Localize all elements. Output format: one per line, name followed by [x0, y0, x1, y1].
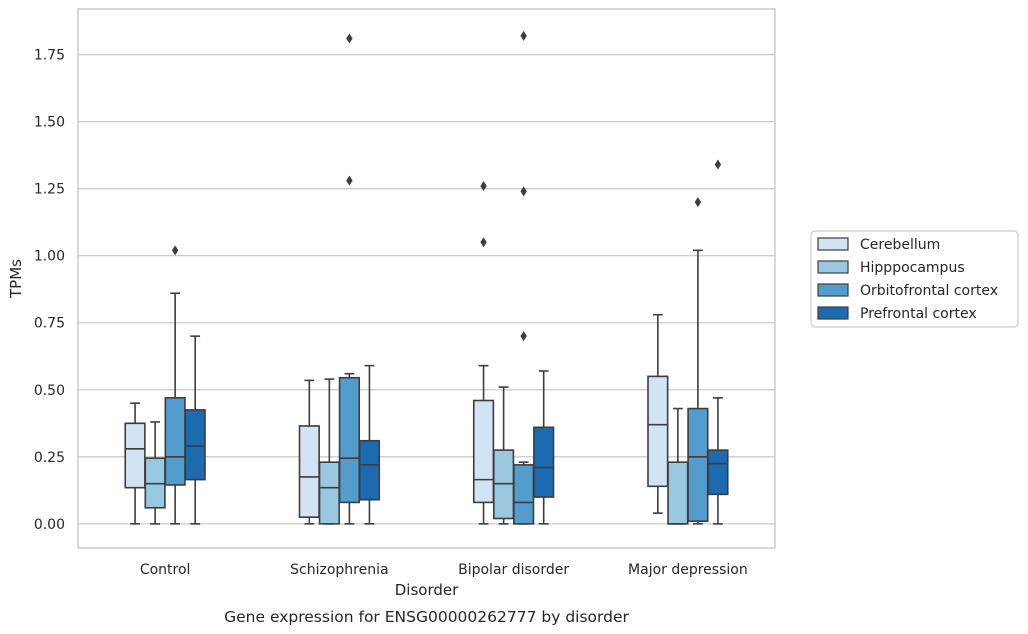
outlier-point [520, 30, 527, 41]
legend-frame [810, 230, 1019, 328]
x-tick-label: Control [140, 562, 191, 578]
plot-frame [77, 8, 776, 549]
box-prefrontal-cortex [358, 364, 381, 525]
box-orbitofrontal-cortex [513, 30, 535, 525]
box-iqr [184, 409, 206, 481]
box-iqr [338, 376, 361, 504]
legend-label: Cerebellum [860, 237, 940, 253]
y-tick-label: 0.50 [34, 383, 65, 399]
y-tick-label: 1.25 [34, 182, 65, 198]
outlier-point [714, 159, 722, 170]
box-iqr [358, 439, 381, 501]
legend-swatch [817, 283, 849, 297]
x-tick-label: Schizophrenia [290, 562, 388, 578]
outlier-point [520, 186, 527, 197]
x-tick-label: Major depression [628, 562, 748, 578]
outlier-point [520, 331, 527, 342]
legend-swatch [817, 306, 849, 320]
y-tick-label: 0.75 [34, 316, 65, 332]
box-iqr [513, 464, 535, 525]
chart-caption: Gene expression for ENSG00000262777 by d… [224, 608, 629, 626]
y-tick-label: 0.25 [34, 450, 65, 466]
x-axis-label: Disorder [395, 581, 459, 599]
legend-label: Prefrontal cortex [860, 306, 977, 322]
outlier-point [480, 180, 487, 191]
y-axis-label: TPMs [7, 259, 25, 299]
y-tick-label: 1.00 [34, 249, 65, 265]
box-iqr [647, 375, 669, 488]
box-hipppocampus [492, 386, 515, 525]
box-hipppocampus [318, 378, 340, 525]
box-iqr [707, 449, 729, 496]
outlier-point [346, 33, 353, 44]
outlier-point [171, 245, 179, 256]
box-prefrontal-cortex [707, 159, 729, 525]
box-orbitofrontal-cortex [164, 245, 186, 525]
box-iqr [298, 425, 320, 518]
box-iqr [667, 461, 689, 525]
box-cerebellum [647, 313, 669, 514]
x-tick-label: Bipolar disorder [458, 562, 569, 578]
box-plot-series [124, 30, 729, 525]
outlier-point [694, 197, 702, 208]
y-axis-ticks: 0.00 0.25 0.50 0.75 1.00 1.25 1.50 1.75 [34, 48, 65, 533]
box-cerebellum [472, 180, 495, 525]
box-orbitofrontal-cortex [687, 197, 709, 525]
box-prefrontal-cortex [533, 370, 555, 525]
y-tick-label: 1.75 [34, 48, 65, 64]
x-axis-ticks: Control Schizophrenia Bipolar disorder Majo… [140, 562, 748, 578]
legend-swatch [817, 260, 849, 274]
legend-label: Hipppocampus [860, 260, 965, 276]
box-cerebellum [124, 402, 146, 525]
y-tick-label: 0.00 [34, 517, 65, 533]
box-iqr [164, 397, 186, 486]
legend-label: Orbitofrontal cortex [860, 283, 998, 299]
box-iqr [124, 422, 146, 489]
y-tick-label: 1.50 [34, 115, 65, 131]
box-orbitofrontal-cortex [338, 33, 361, 525]
box-iqr [687, 407, 709, 522]
box-hipppocampus [144, 421, 166, 525]
box-iqr [472, 399, 495, 504]
legend-swatch [817, 237, 849, 251]
box-iqr [318, 461, 340, 525]
box-cerebellum [298, 379, 320, 525]
outlier-point [480, 237, 487, 248]
box-hipppocampus [667, 407, 689, 525]
box-iqr [533, 426, 555, 498]
legend: Cerebellum Hipppocampus Orbitofrontal cort… [810, 230, 1019, 328]
box-prefrontal-cortex [184, 335, 206, 525]
outlier-point [346, 175, 353, 186]
